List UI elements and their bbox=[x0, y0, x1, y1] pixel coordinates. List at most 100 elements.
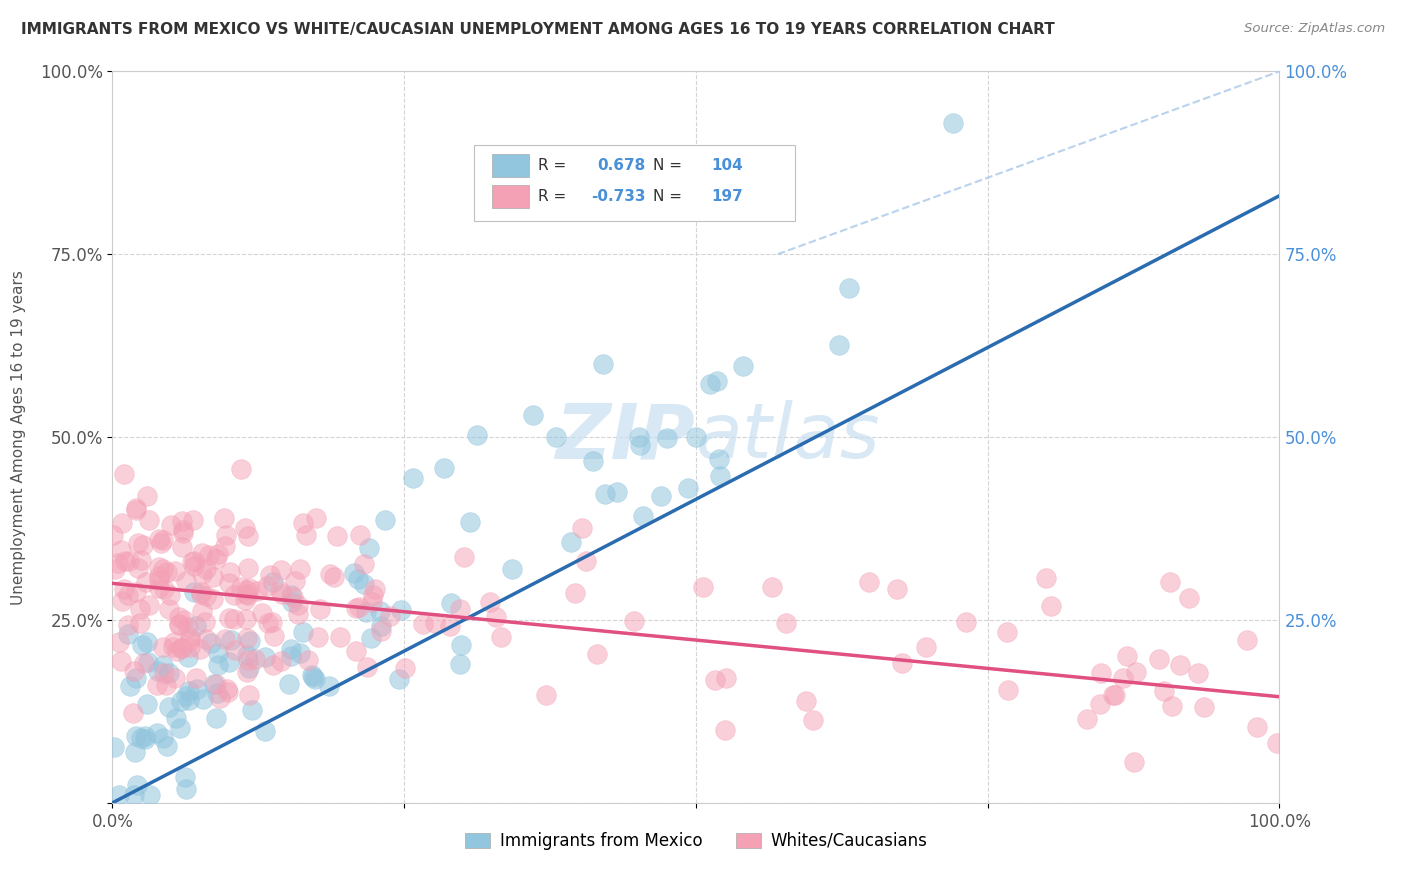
Point bbox=[453, 550, 475, 565]
Point bbox=[148, 568, 170, 582]
Point bbox=[104, 562, 127, 576]
Point bbox=[152, 658, 174, 673]
Point bbox=[138, 789, 160, 803]
Point bbox=[159, 699, 181, 714]
Point bbox=[828, 338, 851, 352]
Point bbox=[207, 658, 229, 673]
Point bbox=[595, 487, 617, 501]
Point bbox=[890, 656, 912, 670]
Point bbox=[1153, 683, 1175, 698]
Point bbox=[263, 629, 285, 643]
Point bbox=[224, 588, 246, 602]
Point bbox=[194, 632, 217, 646]
Point bbox=[291, 516, 314, 531]
Point bbox=[183, 559, 205, 574]
Point bbox=[236, 583, 259, 598]
Point bbox=[190, 546, 212, 560]
Point bbox=[138, 512, 160, 526]
Point bbox=[242, 703, 264, 717]
Point bbox=[536, 688, 558, 702]
Point bbox=[127, 560, 149, 574]
Point bbox=[205, 686, 228, 700]
Point bbox=[236, 529, 259, 543]
Point bbox=[655, 431, 678, 445]
Text: R =: R = bbox=[538, 158, 572, 173]
Point bbox=[173, 770, 195, 784]
Text: -0.733: -0.733 bbox=[591, 189, 645, 204]
Point bbox=[318, 679, 340, 693]
Point bbox=[233, 593, 256, 607]
Point bbox=[163, 671, 186, 685]
Point bbox=[575, 554, 598, 568]
Point bbox=[606, 484, 628, 499]
Point bbox=[117, 617, 139, 632]
Point bbox=[190, 642, 212, 657]
Point bbox=[281, 595, 304, 609]
Point bbox=[278, 677, 301, 691]
Text: atlas: atlas bbox=[696, 401, 880, 474]
Point bbox=[394, 661, 416, 675]
Point bbox=[162, 640, 184, 654]
Point bbox=[108, 635, 131, 649]
Point bbox=[205, 677, 228, 691]
Point bbox=[280, 642, 302, 657]
Point bbox=[122, 664, 145, 678]
FancyBboxPatch shape bbox=[474, 145, 796, 221]
Point bbox=[370, 619, 392, 633]
Point bbox=[167, 618, 190, 632]
Point bbox=[183, 584, 205, 599]
Point bbox=[585, 648, 607, 662]
Point bbox=[631, 508, 654, 523]
Point bbox=[135, 634, 157, 648]
Point bbox=[201, 592, 224, 607]
Point bbox=[361, 589, 384, 603]
Point bbox=[439, 619, 461, 633]
Point bbox=[179, 632, 201, 647]
Point bbox=[433, 460, 456, 475]
Point bbox=[262, 658, 284, 673]
Point bbox=[361, 595, 384, 609]
Point bbox=[450, 638, 472, 652]
Point bbox=[914, 640, 936, 654]
Point bbox=[270, 563, 292, 577]
Point bbox=[353, 577, 375, 591]
Point bbox=[111, 593, 134, 607]
Point bbox=[1104, 689, 1126, 703]
Point bbox=[359, 541, 381, 555]
Point bbox=[215, 527, 238, 541]
Point bbox=[155, 677, 177, 691]
Point bbox=[262, 574, 284, 589]
Point bbox=[284, 574, 307, 588]
Point bbox=[714, 672, 737, 686]
Point bbox=[942, 115, 965, 129]
Point bbox=[212, 511, 235, 525]
Point bbox=[650, 489, 672, 503]
Point bbox=[169, 721, 191, 735]
Point bbox=[174, 574, 197, 588]
Point bbox=[224, 643, 246, 657]
Point bbox=[207, 647, 229, 661]
Point bbox=[440, 596, 463, 610]
Point bbox=[122, 706, 145, 720]
Point bbox=[344, 644, 367, 658]
Point bbox=[449, 601, 471, 615]
Point bbox=[201, 570, 224, 584]
Point bbox=[156, 566, 179, 580]
Point bbox=[253, 723, 276, 738]
Point bbox=[148, 574, 170, 588]
Point bbox=[218, 565, 240, 579]
Text: 197: 197 bbox=[711, 189, 742, 204]
Point bbox=[280, 648, 302, 663]
Point bbox=[209, 690, 232, 705]
Point bbox=[114, 553, 136, 567]
Point bbox=[309, 601, 332, 615]
Point bbox=[478, 595, 501, 609]
Point bbox=[301, 668, 323, 682]
Point bbox=[522, 408, 544, 422]
Point bbox=[131, 731, 153, 745]
Point bbox=[131, 639, 153, 653]
Point bbox=[995, 625, 1018, 640]
Point bbox=[173, 613, 195, 627]
Text: 104: 104 bbox=[711, 158, 742, 173]
Point bbox=[120, 679, 142, 693]
